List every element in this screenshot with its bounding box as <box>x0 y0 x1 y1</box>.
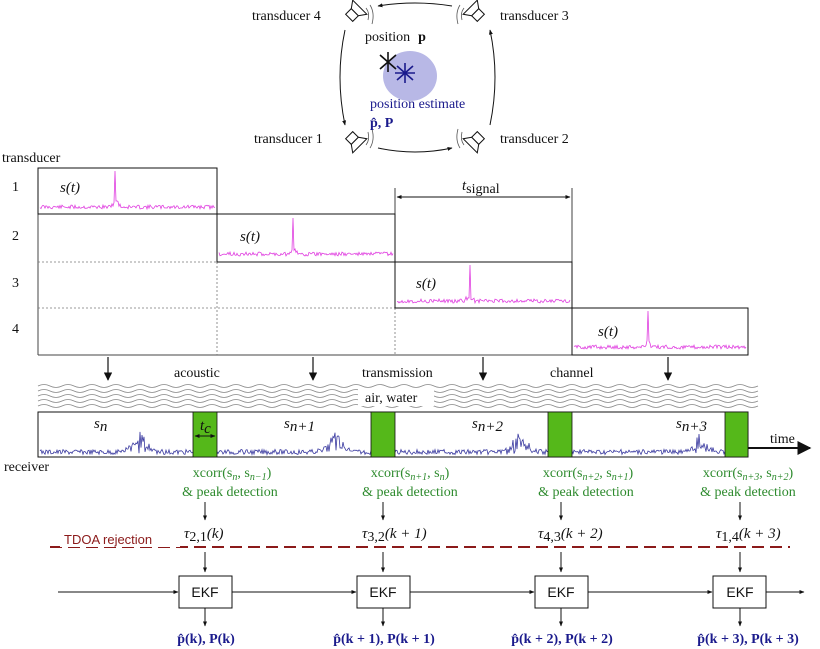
wave-2 <box>456 128 465 149</box>
uncertainty-ellipse <box>383 51 437 101</box>
peak-detection-2: & peak detection <box>362 485 458 500</box>
ekf-block-2: EKF <box>356 575 411 609</box>
transmission-schedule: transducer 1 2 3 4 s(t) s(t) s(t) s(t) t… <box>2 151 749 356</box>
processing-chain: xcorr(sn, sn−1) & peak detection xcorr(s… <box>50 466 805 647</box>
guard-block-3 <box>547 411 573 458</box>
t-signal-label: tsignal <box>462 178 500 197</box>
ekf-block-1: EKF <box>178 575 233 609</box>
xcorr-4: xcorr(sn+3, sn+2) & peak detection <box>700 466 796 500</box>
ekf-block-4: EKF <box>712 575 767 609</box>
row-label-3: 3 <box>12 276 19 291</box>
svg-text:EKF: EKF <box>547 584 574 600</box>
xcorr-1: xcorr(sn, sn−1) & peak detection <box>182 466 278 500</box>
time-label: time <box>770 432 795 447</box>
wave-1 <box>365 128 374 149</box>
xcorr-3: xcorr(sn+2, sn+1) & peak detection <box>538 466 634 500</box>
signal-trace-1 <box>39 170 215 211</box>
svg-text:xcorr(sn+1, sn): xcorr(sn+1, sn) <box>371 466 450 483</box>
segment-label-3: sn+2 <box>472 416 503 435</box>
ekf-block-3: EKF <box>534 575 589 609</box>
receiver-label: receiver <box>4 460 49 475</box>
row-label-4: 4 <box>12 322 19 337</box>
arrow-2-to-3 <box>488 29 496 126</box>
segment-label-4: sn+3 <box>676 416 707 435</box>
receiver-signal: tc sn sn+1 sn+2 sn+3 time receiver <box>4 411 812 475</box>
guard-block-4 <box>724 411 749 458</box>
schedule-axis-label: transducer <box>2 151 61 166</box>
slot-4 <box>571 307 749 356</box>
tc-label: tc <box>200 418 211 437</box>
tdoa-rejection-label: TDOA rejection <box>64 532 152 547</box>
channel-word-acoustic: acoustic <box>174 366 220 381</box>
position-label: position p <box>365 28 426 45</box>
svg-text:xcorr(sn+2, sn+1): xcorr(sn+2, sn+1) <box>543 466 634 483</box>
signal-label-1: s(t) <box>60 180 80 196</box>
peak-detection-1: & peak detection <box>182 485 278 500</box>
signal-trace-2 <box>218 217 394 257</box>
peak-detection-3: & peak detection <box>538 485 634 500</box>
acoustic-channel: acoustic transmission channel air, water <box>37 357 759 408</box>
tau-1: τ2,1(k) <box>184 526 224 545</box>
signal-label-3: s(t) <box>416 276 436 292</box>
arrow-3-to-4 <box>377 2 453 8</box>
tau-3: τ4,3(k + 2) <box>538 526 603 545</box>
estimated-position-marker <box>395 63 415 83</box>
segment-label-1: sn <box>94 416 107 435</box>
svg-text:EKF: EKF <box>369 584 396 600</box>
output-2: p̂(k + 1), P(k + 1) <box>333 632 435 647</box>
transducer-3-label: transducer 3 <box>500 9 569 24</box>
peak-detection-4: & peak detection <box>700 485 796 500</box>
signal-trace-4 <box>573 310 747 350</box>
speaker-icon-1 <box>344 130 368 154</box>
arrow-4-to-1 <box>339 29 347 126</box>
signal-label-2: s(t) <box>240 229 260 245</box>
arrow-1-to-2 <box>377 146 453 153</box>
speaker-icon-3 <box>462 0 486 23</box>
svg-text:EKF: EKF <box>726 584 753 600</box>
signal-label-4: s(t) <box>598 324 618 340</box>
output-3: p̂(k + 2), P(k + 2) <box>511 632 613 647</box>
channel-word-channel: channel <box>550 366 594 381</box>
speaker-icon-4 <box>344 0 368 23</box>
svg-text:xcorr(sn+3, sn+2): xcorr(sn+3, sn+2) <box>703 466 794 483</box>
medium-label: air, water <box>365 391 418 406</box>
wave-3 <box>456 4 465 25</box>
transducer-layout: transducer 4 transducer 3 transducer 1 t… <box>252 0 569 154</box>
transducer-1-label: transducer 1 <box>254 132 323 147</box>
wave-4 <box>365 4 374 25</box>
output-1: p̂(k), P(k) <box>177 632 235 647</box>
speaker-icon-2 <box>462 130 486 154</box>
transducer-2-label: transducer 2 <box>500 132 569 147</box>
tau-2: τ3,2(k + 1) <box>362 526 427 545</box>
output-4: p̂(k + 3), P(k + 3) <box>697 632 799 647</box>
slot-3 <box>394 261 573 309</box>
slot-1 <box>37 167 218 215</box>
slot-2 <box>216 213 396 263</box>
medium-wave-line <box>37 384 759 388</box>
row-label-1: 1 <box>12 180 19 195</box>
tau-4: τ1,4(k + 3) <box>716 526 781 545</box>
svg-text:xcorr(sn, sn−1): xcorr(sn, sn−1) <box>193 466 272 483</box>
true-position-marker <box>379 52 397 72</box>
guard-block-2 <box>370 411 396 458</box>
xcorr-2: xcorr(sn+1, sn) & peak detection <box>362 466 458 500</box>
segment-label-2: sn+1 <box>284 416 315 435</box>
row-label-2: 2 <box>12 229 19 244</box>
transducer-4-label: transducer 4 <box>252 9 321 24</box>
svg-text:EKF: EKF <box>191 584 218 600</box>
position-estimate-symbols: p̂, P <box>370 116 394 131</box>
signal-trace-3 <box>396 264 571 305</box>
position-estimate-label: position estimate <box>370 97 465 112</box>
channel-word-transmission: transmission <box>362 366 433 381</box>
